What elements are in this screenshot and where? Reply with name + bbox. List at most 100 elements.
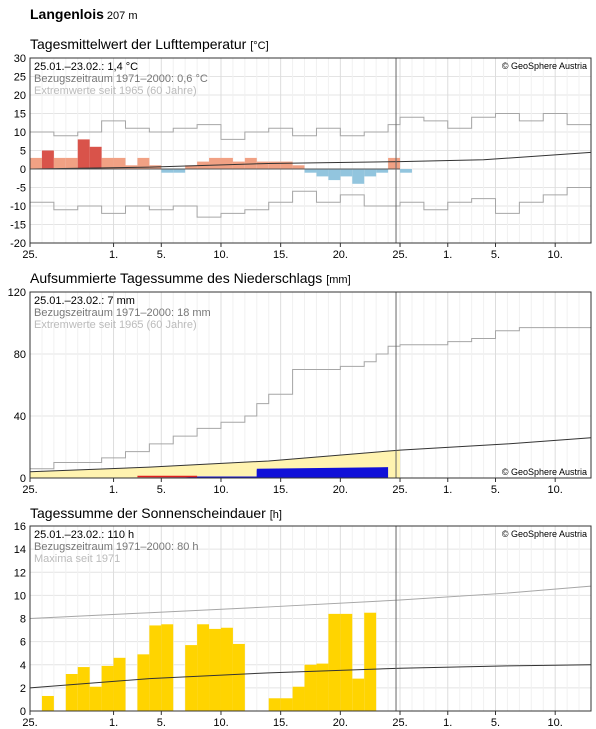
temp-legend-entry: Extremwerte seit 1965 (60 Jahre) <box>34 85 197 97</box>
precipitation-chart: 0 40 80 120 25. 1. 5. 10. 15. 20. 25. 1. 5. 10. 25.01.… <box>8 287 592 496</box>
sun-plot-frame <box>29 525 592 712</box>
sun-max-line <box>29 585 592 619</box>
temp-y-tick-label: 10 <box>14 127 26 139</box>
sun-x-tick-label: 25. <box>22 717 37 729</box>
temp-y-tick-label: 15 <box>14 109 26 121</box>
temp-bar <box>41 150 54 169</box>
precip-panel-title: Aufsummierte Tagessumme des Niederschlag… <box>30 270 351 286</box>
temp-y-tick-label: 5 <box>20 146 26 158</box>
sun-y-tick-label: 10 <box>14 590 26 602</box>
sun-bar <box>89 686 102 711</box>
sun-bar <box>185 645 198 711</box>
sun-bar <box>232 643 245 711</box>
sun-bar <box>268 698 281 711</box>
sun-x-tick-label: 25. <box>392 717 407 729</box>
temp-bar <box>113 157 126 169</box>
precip-y-tick-label: 120 <box>8 287 26 299</box>
precip-y-tick-label: 0 <box>20 473 26 485</box>
sun-y-tick-label: 14 <box>14 544 26 556</box>
sun-bar <box>316 663 329 711</box>
sun-bar <box>328 613 341 711</box>
sun-bar <box>65 674 78 711</box>
temp-bar <box>376 169 389 173</box>
sun-bar <box>220 627 233 711</box>
temp-x-tick-label: 20. <box>333 249 348 260</box>
sun-y-tick-label: 6 <box>20 637 26 649</box>
temp-panel-title: Tagesmittelwert der Lufttemperatur [°C] <box>30 36 269 52</box>
temp-legend-entry: 25.01.–23.02.: 1,4 °C <box>34 61 138 73</box>
temp-bar <box>232 161 245 169</box>
precip-x-tick-label: 25. <box>22 484 37 496</box>
sun-x-tick-label: 10. <box>548 717 563 729</box>
sun-bar <box>304 664 317 711</box>
temp-bar <box>268 161 281 169</box>
temp-bar <box>65 157 78 169</box>
sun-bar <box>352 678 365 711</box>
temp-bar <box>304 169 317 173</box>
temp-y-tick-label: 25 <box>14 72 26 84</box>
sun-bar <box>101 665 114 711</box>
sun-title-unit: [h] <box>269 509 282 521</box>
precip-x-tick-label: 10. <box>213 484 228 496</box>
temp-y-tick-label: -20 <box>10 238 26 250</box>
precip-x-tick-label: 5. <box>157 484 166 496</box>
temp-x-tick-label: 25. <box>392 249 407 260</box>
precip-daily-block <box>256 470 269 478</box>
precip-x-tick-label: 5. <box>491 484 500 496</box>
temp-bar <box>364 169 377 177</box>
precip-title-unit: [mm] <box>326 274 351 286</box>
temp-bar <box>352 169 365 184</box>
sun-bar <box>149 625 162 711</box>
temp-legend-entry: Bezugszeitraum 1971–2000: 0,6 °C <box>34 73 208 85</box>
temp-y-tick-label: -15 <box>10 220 26 232</box>
temp-x-tick-label: 5. <box>491 249 500 260</box>
temp-y-tick-label: -10 <box>10 201 26 213</box>
temp-bar <box>30 157 42 169</box>
temp-bar <box>77 139 90 169</box>
sun-x-tick-label: 1. <box>443 717 452 729</box>
temp-y-tick-label: 0 <box>20 164 26 176</box>
sun-bar <box>280 698 293 711</box>
temp-max-line <box>30 113 592 140</box>
precip-x-tick-label: 1. <box>109 484 118 496</box>
temp-credit: © GeoSphere Austria <box>502 61 587 71</box>
temp-bar <box>173 169 186 173</box>
sun-x-tick-label: 20. <box>333 717 348 729</box>
precip-x-tick-label: 1. <box>443 484 452 496</box>
temp-x-tick-label: 1. <box>109 249 118 260</box>
precip-legend-entry: Extremwerte seit 1965 (60 Jahre) <box>34 319 197 331</box>
temp-bar <box>328 169 341 181</box>
temp-y-tick-label: -5 <box>16 183 26 195</box>
sun-title-text: Tagessumme der Sonnenscheindauer <box>30 505 266 521</box>
sun-bar <box>137 654 150 711</box>
temp-title-unit: [°C] <box>250 40 269 52</box>
temp-x-tick-label: 25. <box>22 249 37 260</box>
sun-y-tick-label: 4 <box>20 660 26 672</box>
sun-reference-line <box>29 664 592 689</box>
sun-bar <box>161 624 174 711</box>
temp-x-tick-label: 10. <box>213 249 228 260</box>
station-elevation: 207 m <box>106 10 138 22</box>
sun-legend-entry: 25.01.–23.02.: 110 h <box>34 529 134 541</box>
station-name: Langenlois <box>30 6 104 22</box>
precip-legend-entry: Bezugszeitraum 1971–2000: 18 mm <box>34 307 211 319</box>
temp-bar <box>316 169 329 177</box>
sun-bar <box>209 628 221 711</box>
sun-bar <box>41 695 54 711</box>
station-title: Langenlois 207 m <box>30 6 137 22</box>
precip-y-tick-label: 80 <box>14 349 26 361</box>
temp-bar <box>292 165 305 169</box>
temp-x-tick-label: 5. <box>157 249 166 260</box>
sun-x-tick-label: 1. <box>109 717 118 729</box>
precip-reference-line <box>29 437 592 473</box>
precip-plot-frame <box>29 291 592 479</box>
precip-x-tick-label: 10. <box>548 484 563 496</box>
sun-x-tick-label: 5. <box>157 717 166 729</box>
temp-min-line <box>30 180 592 218</box>
sun-x-tick-label: 5. <box>491 717 500 729</box>
temp-x-tick-label: 1. <box>443 249 452 260</box>
sun-bar <box>292 686 305 711</box>
temp-bar <box>340 169 353 177</box>
precip-observed-area <box>30 467 389 478</box>
